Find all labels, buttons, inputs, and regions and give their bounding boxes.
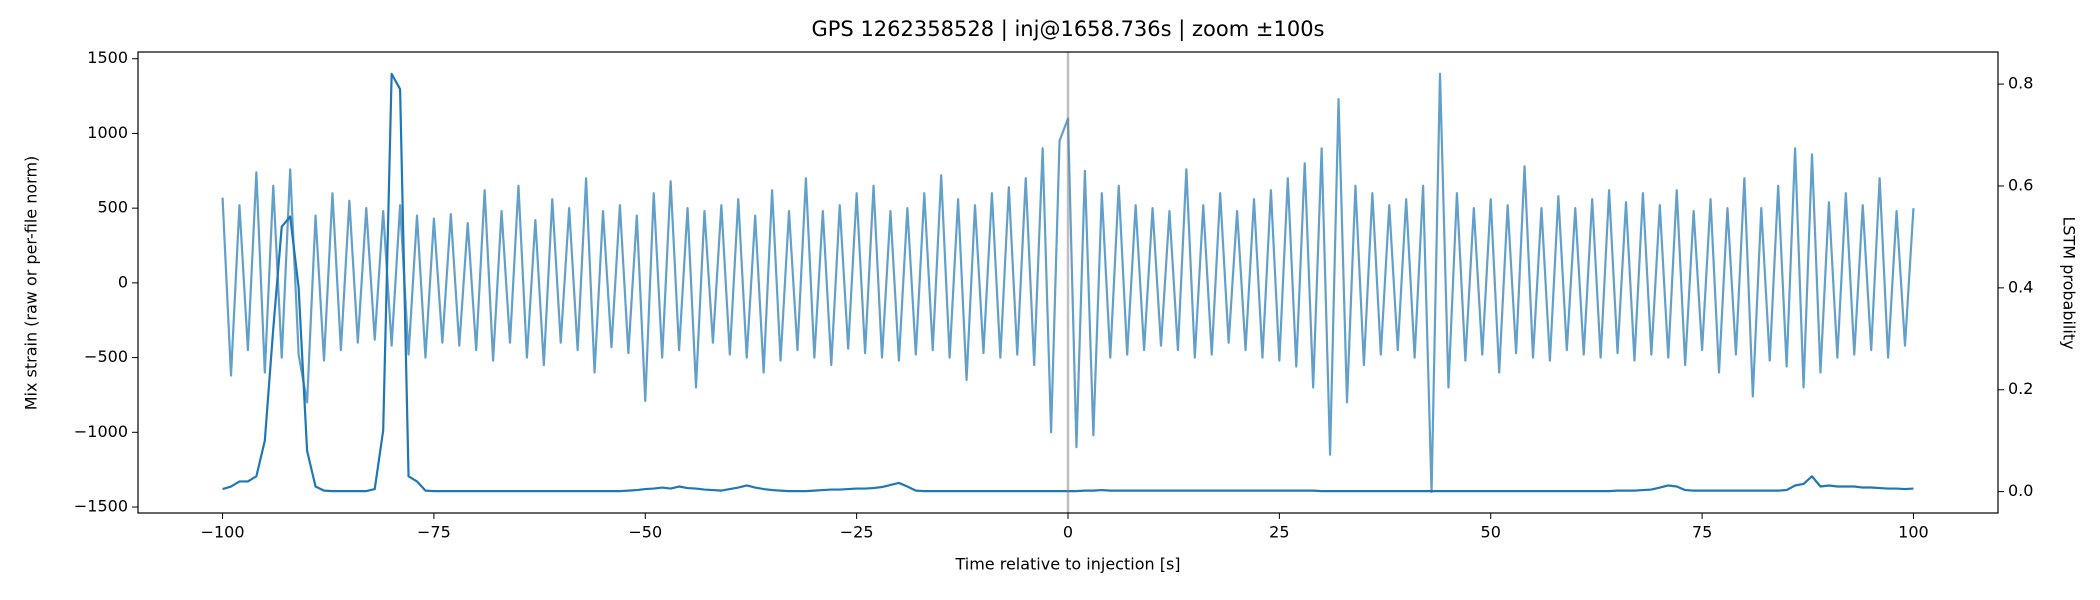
chart-title: GPS 1262358528 | inj@1658.736s | zoom ±1…: [812, 17, 1325, 42]
x-tick-label: −100: [201, 523, 245, 542]
x-tick-label: 25: [1269, 523, 1289, 542]
x-tick-label: −75: [417, 523, 451, 542]
y-tick-label: −500: [84, 347, 128, 366]
y-tick-label: 1000: [87, 123, 128, 142]
x-tick-label: −25: [840, 523, 874, 542]
y2-tick-label: 0.6: [2008, 175, 2033, 194]
y2-axis-label: LSTM probability: [2060, 216, 2079, 349]
y2-tick-label: 0.0: [2008, 481, 2033, 500]
y2-tick-label: 0.8: [2008, 74, 2033, 93]
x-tick-label: −50: [628, 523, 662, 542]
x-tick-label: 0: [1063, 523, 1073, 542]
x-axis-label: Time relative to injection [s]: [954, 555, 1180, 574]
y-tick-label: −1000: [74, 422, 128, 441]
x-tick-label: 100: [1898, 523, 1929, 542]
y-axis-label: Mix strain (raw or per-file norm): [22, 156, 41, 411]
y2-tick-label: 0.2: [2008, 379, 2033, 398]
y2-tick-label: 0.4: [2008, 277, 2033, 296]
y-tick-label: 1500: [87, 48, 128, 67]
y-tick-label: 500: [97, 198, 128, 217]
x-tick-label: 50: [1481, 523, 1501, 542]
y-tick-label: −1500: [74, 497, 128, 516]
y-tick-label: 0: [118, 272, 128, 291]
plot-frame: [137, 51, 1999, 514]
x-tick-label: 75: [1692, 523, 1712, 542]
